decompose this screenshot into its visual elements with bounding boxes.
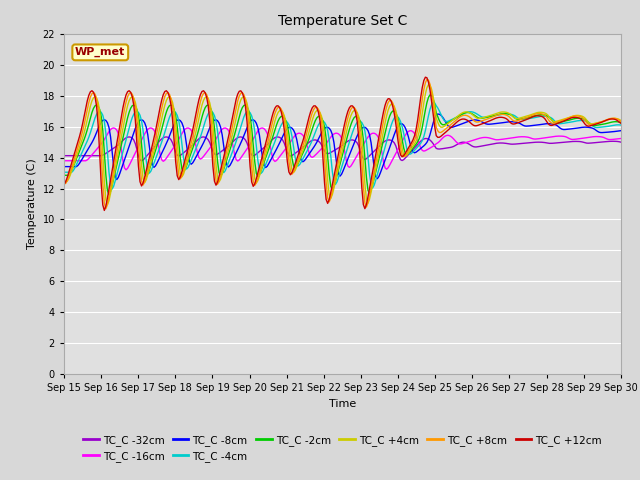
- Line: TC_C -4cm: TC_C -4cm: [64, 103, 621, 189]
- TC_C -32cm: [60, 153, 68, 158]
- Line: TC_C -16cm: TC_C -16cm: [64, 128, 621, 170]
- TC_C -4cm: [305, 144, 313, 150]
- TC_C -4cm: [589, 123, 596, 129]
- Line: TC_C +4cm: TC_C +4cm: [64, 84, 621, 204]
- Title: Temperature Set C: Temperature Set C: [278, 14, 407, 28]
- TC_C -2cm: [60, 172, 68, 178]
- TC_C -2cm: [228, 142, 236, 148]
- TC_C -32cm: [257, 147, 265, 153]
- Line: TC_C -32cm: TC_C -32cm: [64, 137, 621, 161]
- TC_C +4cm: [60, 179, 68, 184]
- TC_C -8cm: [617, 128, 625, 133]
- TC_C -8cm: [305, 151, 313, 157]
- TC_C -4cm: [429, 100, 437, 106]
- TC_C +4cm: [130, 96, 138, 101]
- TC_C -2cm: [255, 172, 263, 178]
- TC_C -16cm: [617, 136, 625, 142]
- TC_C +12cm: [246, 164, 254, 169]
- TC_C -16cm: [122, 167, 130, 173]
- TC_C -2cm: [617, 120, 625, 125]
- TC_C -8cm: [130, 130, 138, 135]
- TC_C +8cm: [60, 180, 68, 186]
- TC_C -32cm: [307, 138, 314, 144]
- Y-axis label: Temperature (C): Temperature (C): [27, 158, 37, 250]
- TC_C +12cm: [255, 164, 263, 170]
- TC_C +12cm: [100, 207, 108, 213]
- TC_C -2cm: [305, 136, 313, 142]
- TC_C +12cm: [130, 102, 138, 108]
- TC_C +8cm: [130, 96, 138, 101]
- TC_C -32cm: [125, 134, 133, 140]
- TC_C +8cm: [228, 128, 236, 133]
- TC_C -4cm: [130, 111, 138, 117]
- TC_C +8cm: [423, 77, 431, 83]
- TC_C -8cm: [60, 164, 68, 169]
- TC_C +8cm: [305, 121, 313, 127]
- TC_C -2cm: [246, 114, 254, 120]
- TC_C -16cm: [60, 158, 68, 164]
- TC_C -16cm: [248, 139, 255, 144]
- Line: TC_C +8cm: TC_C +8cm: [64, 80, 621, 209]
- TC_C -16cm: [131, 150, 139, 156]
- TC_C -8cm: [589, 125, 596, 131]
- TC_C -16cm: [257, 125, 265, 131]
- Line: TC_C -8cm: TC_C -8cm: [64, 114, 621, 180]
- TC_C -4cm: [617, 122, 625, 128]
- Text: WP_met: WP_met: [75, 47, 125, 58]
- TC_C +8cm: [589, 121, 596, 127]
- TC_C +4cm: [228, 136, 236, 142]
- TC_C -16cm: [307, 154, 314, 159]
- TC_C -2cm: [426, 92, 434, 98]
- TC_C +8cm: [246, 141, 254, 147]
- TC_C -32cm: [589, 140, 596, 146]
- TC_C -16cm: [110, 125, 118, 131]
- Line: TC_C +12cm: TC_C +12cm: [64, 77, 621, 210]
- TC_C -8cm: [434, 111, 442, 117]
- TC_C +12cm: [305, 114, 313, 120]
- TC_C +12cm: [422, 74, 429, 80]
- TC_C +4cm: [305, 129, 313, 135]
- TC_C -2cm: [130, 102, 138, 108]
- Legend: TC_C -32cm, TC_C -16cm, TC_C -8cm, TC_C -4cm, TC_C -2cm, TC_C +4cm, TC_C +8cm, T: TC_C -32cm, TC_C -16cm, TC_C -8cm, TC_C …: [79, 431, 606, 466]
- TC_C -8cm: [255, 132, 263, 138]
- TC_C -4cm: [228, 152, 236, 157]
- TC_C -32cm: [138, 158, 145, 164]
- TC_C +4cm: [617, 118, 625, 123]
- TC_C +4cm: [104, 202, 111, 207]
- TC_C -8cm: [246, 119, 254, 124]
- TC_C -2cm: [589, 123, 596, 129]
- TC_C -4cm: [246, 110, 254, 116]
- X-axis label: Time: Time: [329, 399, 356, 409]
- TC_C +12cm: [60, 181, 68, 187]
- TC_C +4cm: [589, 121, 596, 127]
- TC_C -32cm: [248, 152, 255, 158]
- TC_C -8cm: [113, 177, 120, 182]
- Line: TC_C -2cm: TC_C -2cm: [64, 95, 621, 195]
- TC_C +12cm: [617, 120, 625, 126]
- TC_C -16cm: [589, 134, 596, 140]
- TC_C +4cm: [246, 122, 254, 128]
- TC_C +8cm: [102, 206, 109, 212]
- TC_C -32cm: [229, 139, 237, 144]
- TC_C +12cm: [589, 122, 596, 128]
- TC_C -8cm: [228, 160, 236, 166]
- TC_C +12cm: [228, 120, 236, 125]
- TC_C -32cm: [617, 139, 625, 145]
- TC_C -4cm: [108, 186, 116, 192]
- TC_C +8cm: [255, 169, 263, 175]
- TC_C +4cm: [424, 82, 432, 87]
- TC_C -16cm: [229, 144, 237, 149]
- TC_C -32cm: [130, 137, 138, 143]
- TC_C +8cm: [617, 119, 625, 124]
- TC_C +4cm: [255, 173, 263, 179]
- TC_C -4cm: [255, 168, 263, 173]
- TC_C -4cm: [60, 169, 68, 175]
- TC_C -2cm: [105, 192, 113, 198]
